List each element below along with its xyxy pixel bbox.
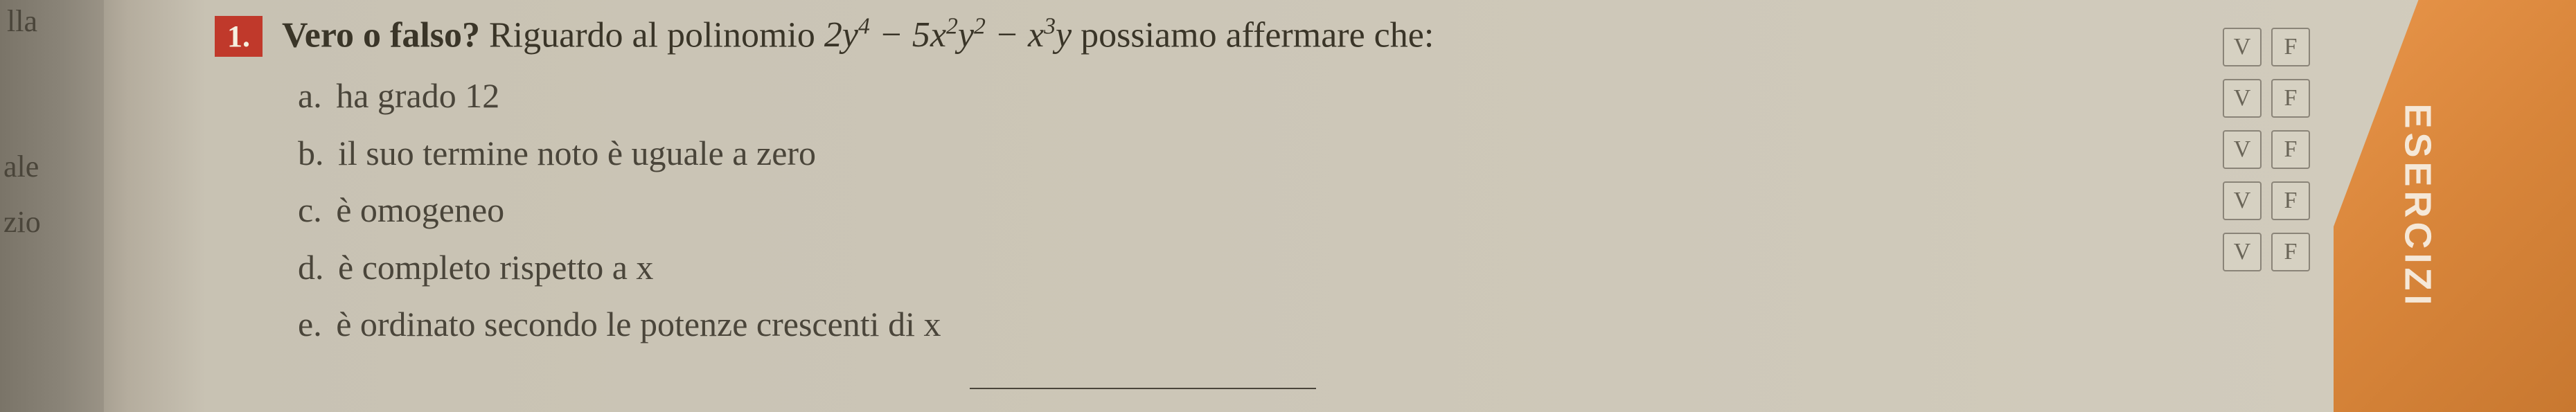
margin-label-1: lla [7, 3, 37, 39]
blank-line [970, 388, 1316, 389]
falso-box[interactable]: F [2271, 79, 2310, 118]
falso-box[interactable]: F [2271, 181, 2310, 220]
vero-box[interactable]: V [2223, 130, 2262, 169]
question-prompt-bold: Vero o falso? [282, 15, 480, 55]
main-content: 1. Vero o falso? Riguardo al polinomio 2… [215, 14, 2154, 353]
answer-text: il suo termine noto è uguale a zero [338, 134, 816, 172]
answer-text: è ordinato secondo le potenze crescenti … [336, 305, 941, 343]
section-tab: ESERCIZI [2334, 0, 2576, 412]
margin-label-3: zio [3, 204, 41, 240]
question-number-badge: 1. [215, 16, 263, 57]
question-text: Vero o falso? Riguardo al polinomio 2y4 … [282, 14, 1434, 55]
answer-text: è completo rispetto a x [338, 248, 653, 287]
answer-b: b. il suo termine noto è uguale a zero [298, 125, 2154, 182]
answer-text: è omogeneo [336, 190, 504, 229]
question-prompt-end: possiamo affermare che: [1072, 15, 1434, 55]
falso-box[interactable]: F [2271, 28, 2310, 66]
vero-box[interactable]: V [2223, 79, 2262, 118]
answer-text: ha grado 12 [336, 76, 499, 115]
answer-c: c. è omogeneo [298, 181, 2154, 239]
answer-letter: b. [298, 134, 324, 172]
answer-e: e. è ordinato secondo le potenze crescen… [298, 296, 2154, 353]
vero-box[interactable]: V [2223, 28, 2262, 66]
vf-row: V F [2223, 130, 2310, 169]
falso-box[interactable]: F [2271, 130, 2310, 169]
vero-box[interactable]: V [2223, 233, 2262, 271]
answers-list: a. ha grado 12 b. il suo termine noto è … [298, 67, 2154, 353]
vf-row: V F [2223, 233, 2310, 271]
section-tab-label: ESERCIZI [2396, 103, 2439, 309]
answer-letter: c. [298, 190, 322, 229]
answer-letter: a. [298, 76, 322, 115]
question-row: 1. Vero o falso? Riguardo al polinomio 2… [215, 14, 2154, 57]
vf-row: V F [2223, 79, 2310, 118]
question-prompt-rest: Riguardo al polinomio [480, 15, 824, 55]
vf-column: V F V F V F V F V F [2223, 28, 2310, 284]
vero-box[interactable]: V [2223, 181, 2262, 220]
answer-a: a. ha grado 12 [298, 67, 2154, 125]
margin-label-2: ale [3, 149, 39, 184]
vf-row: V F [2223, 181, 2310, 220]
polynomial: 2y4 − 5x2y2 − x3y [824, 15, 1072, 55]
right-panel: ESERCIZI V F V F V F V F V F [2209, 0, 2576, 412]
answer-letter: d. [298, 248, 324, 287]
answer-letter: e. [298, 305, 322, 343]
vf-row: V F [2223, 28, 2310, 66]
answer-d: d. è completo rispetto a x [298, 239, 2154, 296]
falso-box[interactable]: F [2271, 233, 2310, 271]
